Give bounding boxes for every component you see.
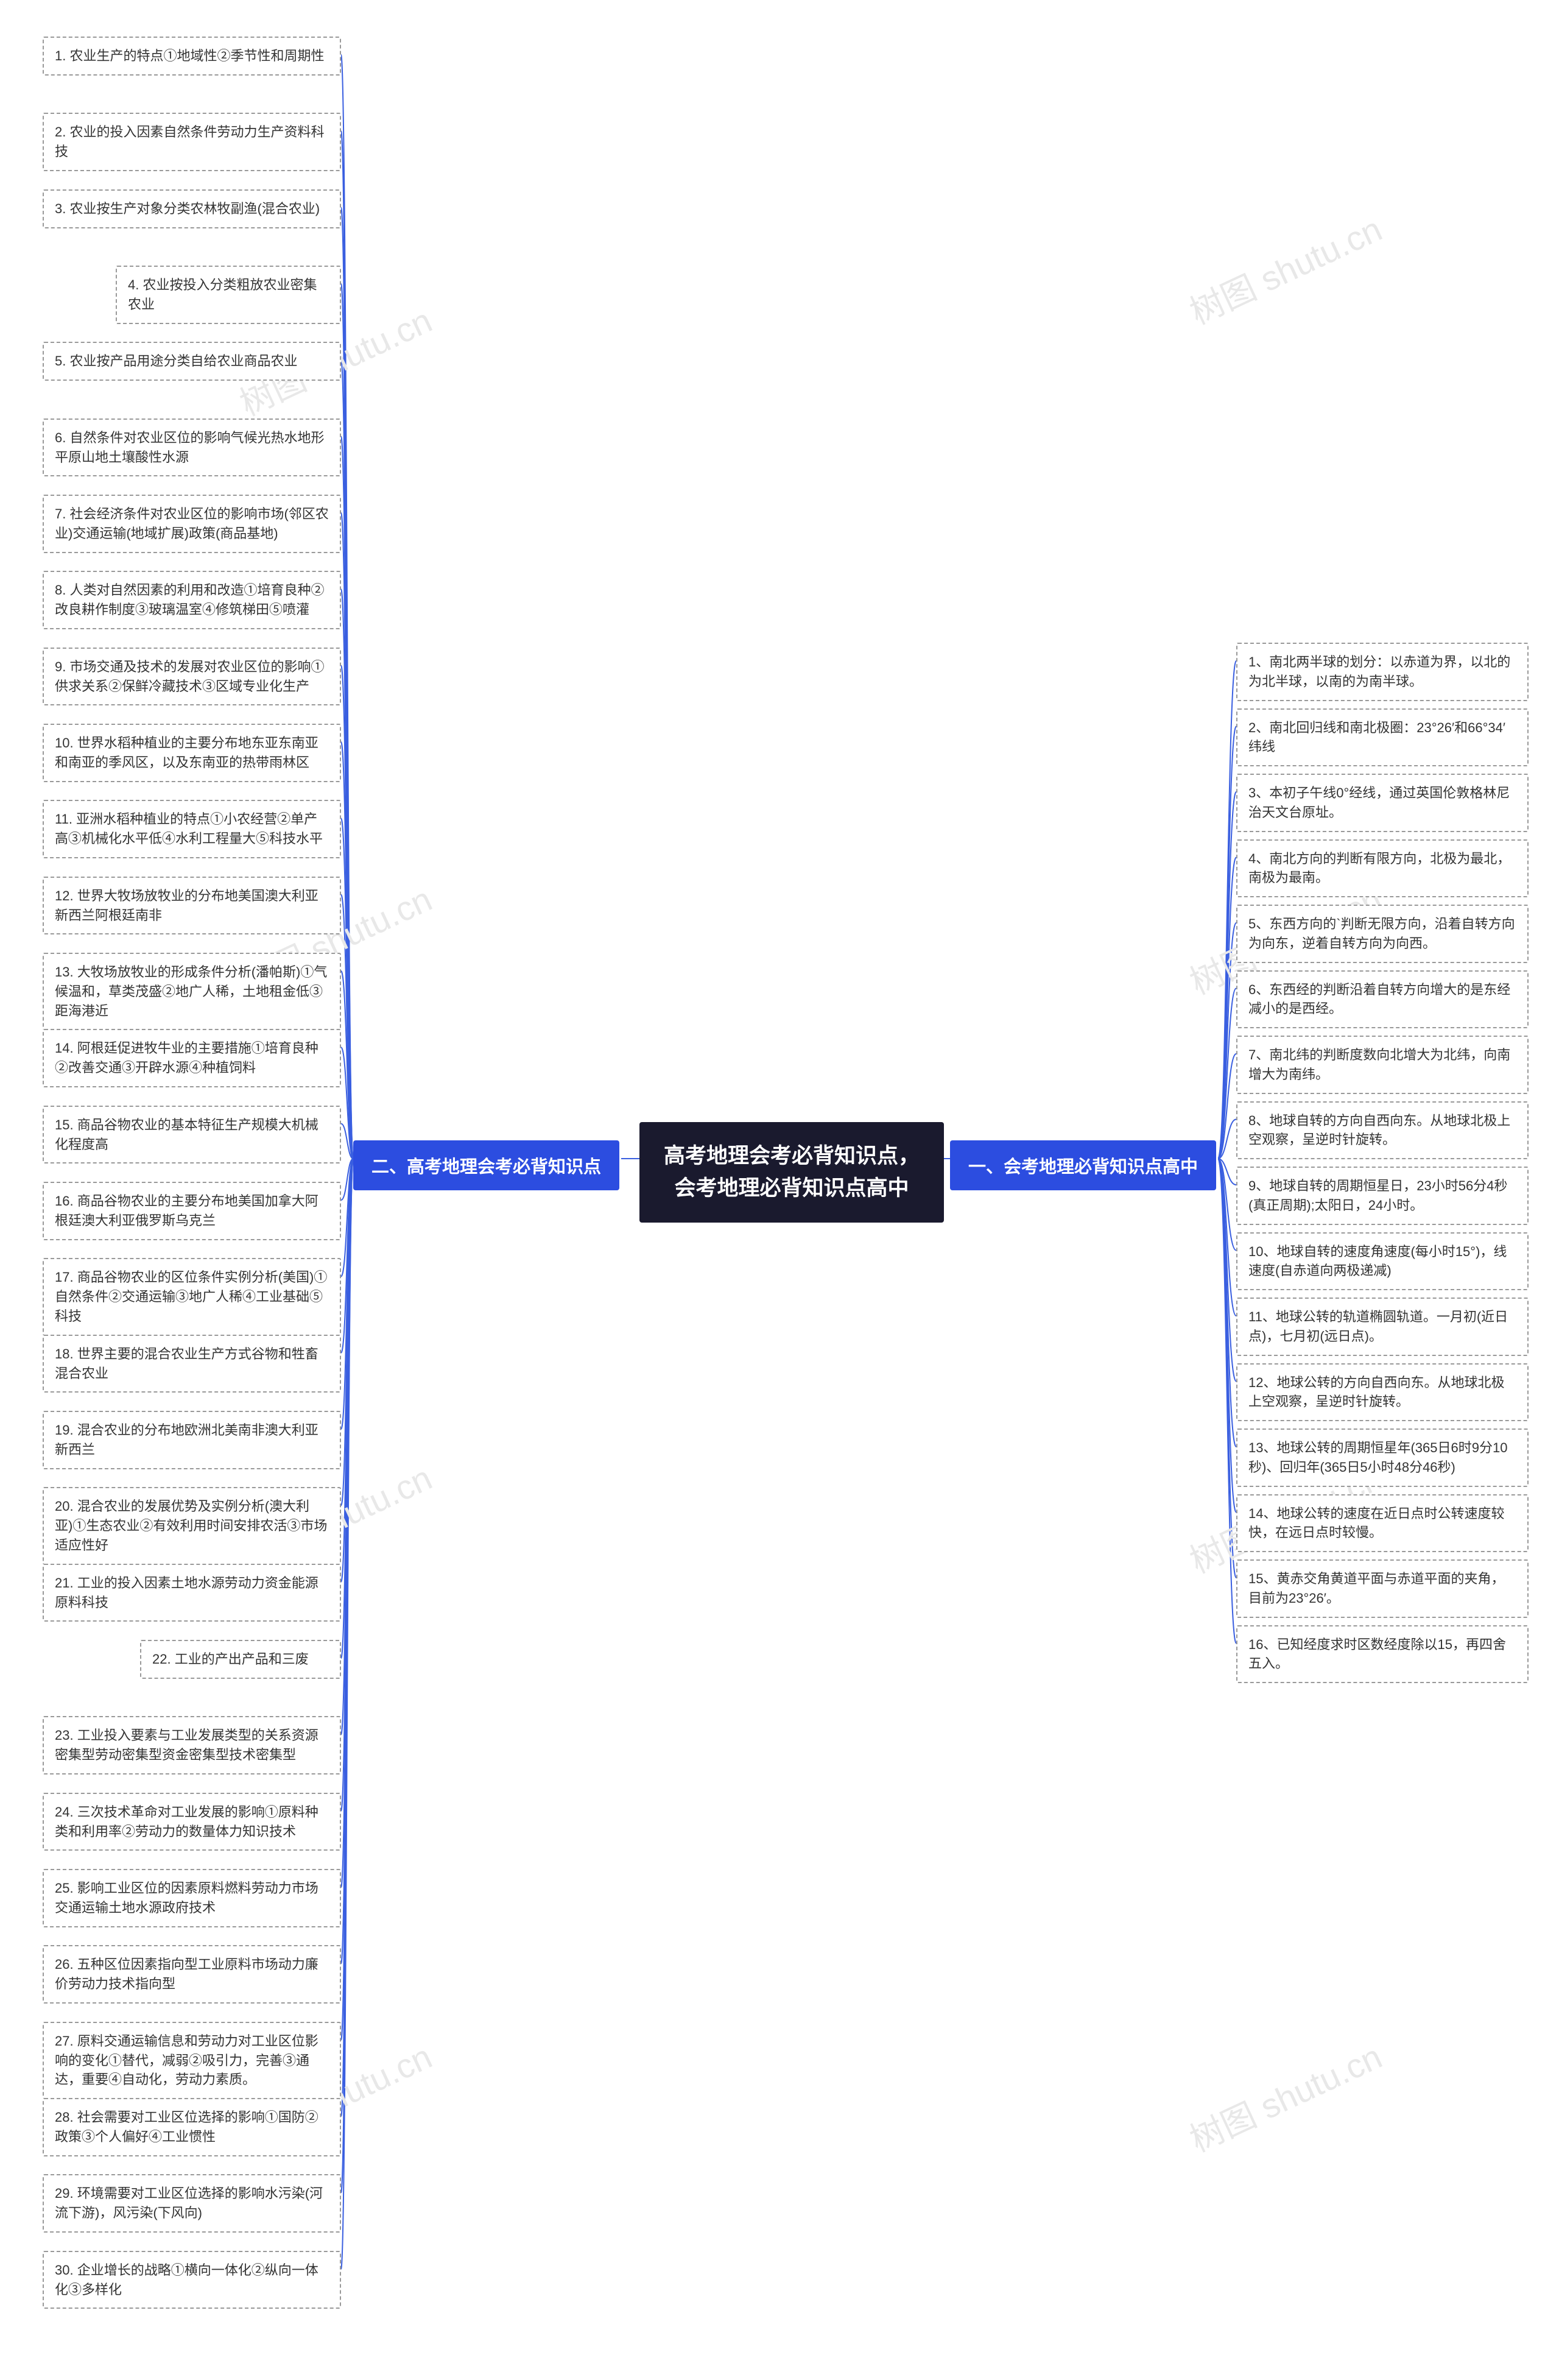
left-leaf-item: 1. 农业生产的特点①地域性②季节性和周期性	[43, 37, 341, 76]
left-leaf-item: 17. 商品谷物农业的区位条件实例分析(美国)①自然条件②交通运输③地广人稀④工…	[43, 1258, 341, 1336]
root-label: 高考地理会考必背知识点，会考地理必背知识点高中	[664, 1144, 920, 1200]
right-leaf-item: 4、南北方向的判断有限方向，北极为最北，南极为最南。	[1236, 839, 1529, 898]
right-leaf-item: 2、南北回归线和南北极圈：23°26′和66°34′纬线	[1236, 708, 1529, 767]
left-leaf-item: 11. 亚洲水稻种植业的特点①小农经营②单产高③机械化水平低④水利工程量大⑤科技…	[43, 800, 341, 858]
branch-right-label: 一、会考地理必背知识点高中	[968, 1157, 1198, 1177]
left-leaf-item: 14. 阿根廷促进牧牛业的主要措施①培育良种②改善交通③开辟水源④种植饲料	[43, 1029, 341, 1087]
watermark: 树图 shutu.cn	[1181, 202, 1389, 334]
right-leaf-item: 3、本初子午线0°经线，通过英国伦敦格林尼治天文台原址。	[1236, 774, 1529, 832]
left-leaf-item: 6. 自然条件对农业区位的影响气候光热水地形平原山地土壤酸性水源	[43, 418, 341, 477]
branch-right: 一、会考地理必背知识点高中	[950, 1140, 1216, 1190]
right-leaf-item: 11、地球公转的轨道椭圆轨道。一月初(近日点)，七月初(远日点)。	[1236, 1298, 1529, 1356]
right-leaf-item: 6、东西经的判断沿着自转方向增大的是东经减小的是西经。	[1236, 970, 1529, 1029]
left-leaf-item: 23. 工业投入要素与工业发展类型的关系资源密集型劳动密集型资金密集型技术密集型	[43, 1716, 341, 1774]
left-leaf-item: 19. 混合农业的分布地欧洲北美南非澳大利亚新西兰	[43, 1411, 341, 1469]
root-node: 高考地理会考必背知识点，会考地理必背知识点高中	[639, 1122, 944, 1223]
branch-left-label: 二、高考地理会考必背知识点	[371, 1157, 601, 1177]
right-leaf-item: 5、东西方向的`判断无限方向，沿着自转方向为向东，逆着自转方向为向西。	[1236, 905, 1529, 963]
left-leaf-item: 10. 世界水稻种植业的主要分布地东亚东南亚和南亚的季风区，以及东南亚的热带雨林…	[43, 724, 341, 782]
right-leaf-item: 9、地球自转的周期恒星日，23小时56分4秒(真正周期);太阳日，24小时。	[1236, 1167, 1529, 1225]
left-leaf-item: 7. 社会经济条件对农业区位的影响市场(邻区农业)交通运输(地域扩展)政策(商品…	[43, 495, 341, 553]
left-leaf-item: 25. 影响工业区位的因素原料燃料劳动力市场交通运输土地水源政府技术	[43, 1869, 341, 1927]
left-leaf-item: 5. 农业按产品用途分类自给农业商品农业	[43, 342, 341, 381]
left-leaf-item: 24. 三次技术革命对工业发展的影响①原料种类和利用率②劳动力的数量体力知识技术	[43, 1793, 341, 1851]
left-leaf-item: 4. 农业按投入分类粗放农业密集农业	[116, 266, 341, 324]
left-leaf-item: 29. 环境需要对工业区位选择的影响水污染(河流下游)，风污染(下风向)	[43, 2174, 341, 2233]
right-leaf-item: 8、地球自转的方向自西向东。从地球北极上空观察，呈逆时针旋转。	[1236, 1101, 1529, 1160]
left-leaf-item: 22. 工业的产出产品和三废	[140, 1640, 341, 1679]
right-leaf-item: 14、地球公转的速度在近日点时公转速度较快，在远日点时较慢。	[1236, 1494, 1529, 1553]
right-leaf-item: 13、地球公转的周期恒星年(365日6时9分10秒)、回归年(365日5小时48…	[1236, 1428, 1529, 1487]
right-leaf-item: 12、地球公转的方向自西向东。从地球北极上空观察，呈逆时针旋转。	[1236, 1363, 1529, 1422]
left-leaf-item: 20. 混合农业的发展优势及实例分析(澳大利亚)①生态农业②有效利用时间安排农活…	[43, 1487, 341, 1565]
right-leaf-item: 10、地球自转的速度角速度(每小时15°)，线速度(自赤道向两极递减)	[1236, 1232, 1529, 1291]
left-leaf-item: 28. 社会需要对工业区位选择的影响①国防②政策③个人偏好④工业惯性	[43, 2098, 341, 2156]
right-leaf-item: 15、黄赤交角黄道平面与赤道平面的夹角，目前为23°26′。	[1236, 1559, 1529, 1618]
right-leaf-item: 7、南北纬的判断度数向北增大为北纬，向南增大为南纬。	[1236, 1036, 1529, 1094]
left-leaf-item: 12. 世界大牧场放牧业的分布地美国澳大利亚新西兰阿根廷南非	[43, 877, 341, 935]
left-leaf-item: 3. 农业按生产对象分类农林牧副渔(混合农业)	[43, 189, 341, 228]
left-leaf-item: 9. 市场交通及技术的发展对农业区位的影响①供求关系②保鲜冷藏技术③区域专业化生…	[43, 648, 341, 706]
left-leaf-item: 13. 大牧场放牧业的形成条件分析(潘帕斯)①气候温和，草类茂盛②地广人稀，土地…	[43, 953, 341, 1031]
left-leaf-item: 15. 商品谷物农业的基本特征生产规模大机械化程度高	[43, 1106, 341, 1164]
left-leaf-item: 16. 商品谷物农业的主要分布地美国加拿大阿根廷澳大利亚俄罗斯乌克兰	[43, 1182, 341, 1240]
left-leaf-item: 26. 五种区位因素指向型工业原料市场动力廉价劳动力技术指向型	[43, 1945, 341, 2004]
left-leaf-item: 30. 企业增长的战略①横向一体化②纵向一体化③多样化	[43, 2251, 341, 2309]
left-leaf-item: 27. 原料交通运输信息和劳动力对工业区位影响的变化①替代，减弱②吸引力，完善③…	[43, 2022, 341, 2100]
watermark: 树图 shutu.cn	[1181, 2030, 1389, 2162]
left-leaf-item: 2. 农业的投入因素自然条件劳动力生产资料科技	[43, 113, 341, 171]
left-leaf-item: 18. 世界主要的混合农业生产方式谷物和牲畜混合农业	[43, 1335, 341, 1393]
branch-left: 二、高考地理会考必背知识点	[353, 1140, 619, 1190]
right-leaf-item: 16、已知经度求时区数经度除以15，再四舍五入。	[1236, 1625, 1529, 1684]
right-leaf-item: 1、南北两半球的划分：以赤道为界，以北的为北半球，以南的为南半球。	[1236, 643, 1529, 701]
left-leaf-item: 8. 人类对自然因素的利用和改造①培育良种②改良耕作制度③玻璃温室④修筑梯田⑤喷…	[43, 571, 341, 629]
left-leaf-item: 21. 工业的投入因素土地水源劳动力资金能源原料科技	[43, 1564, 341, 1622]
